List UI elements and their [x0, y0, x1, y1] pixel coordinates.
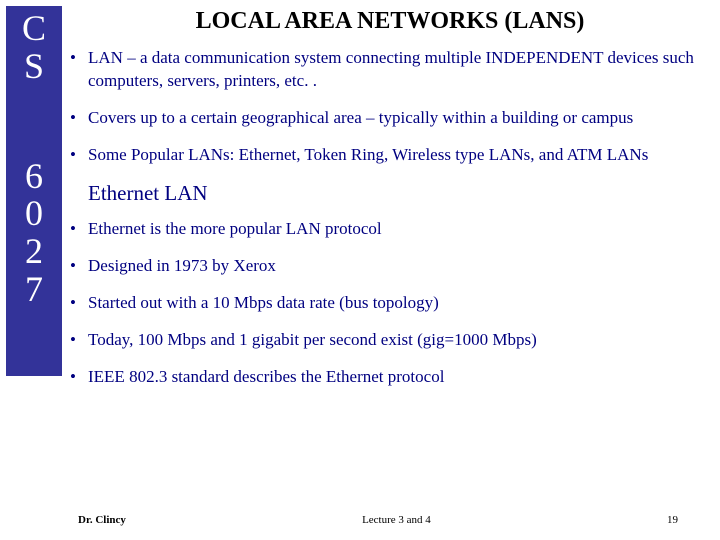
sidebar-bottom-group: 6 0 2 7	[25, 158, 43, 309]
slide-footer: Dr. Clincy Lecture 3 and 4 19	[0, 514, 720, 526]
sidebar-digit: 2	[25, 233, 43, 271]
subheading: Ethernet LAN	[88, 181, 710, 206]
bullet-list-top: LAN – a data communication system connec…	[70, 47, 710, 167]
slide-title: LOCAL AREA NETWORKS (LANS)	[70, 8, 710, 35]
footer-page-number: 19	[667, 514, 678, 526]
sidebar-digit: 6	[25, 158, 43, 196]
slide-content: LOCAL AREA NETWORKS (LANS) LAN – a data …	[70, 8, 710, 402]
bullet-list-bottom: Ethernet is the more popular LAN protoco…	[70, 218, 710, 389]
sidebar-letter: C	[22, 10, 46, 48]
sidebar-digit: 7	[25, 271, 43, 309]
bullet-item: Designed in 1973 by Xerox	[70, 255, 710, 278]
bullet-item: Started out with a 10 Mbps data rate (bu…	[70, 292, 710, 315]
bullet-item: LAN – a data communication system connec…	[70, 47, 710, 93]
footer-lecture: Lecture 3 and 4	[362, 514, 431, 526]
bullet-item: Today, 100 Mbps and 1 gigabit per second…	[70, 329, 710, 352]
bullet-item: Covers up to a certain geographical area…	[70, 107, 710, 130]
bullet-item: IEEE 802.3 standard describes the Ethern…	[70, 366, 710, 389]
sidebar-letter: S	[24, 48, 44, 86]
bullet-item: Ethernet is the more popular LAN protoco…	[70, 218, 710, 241]
sidebar-digit: 0	[25, 195, 43, 233]
sidebar-top-group: C S	[22, 10, 46, 86]
footer-author: Dr. Clincy	[78, 514, 126, 526]
bullet-item: Some Popular LANs: Ethernet, Token Ring,…	[70, 144, 710, 167]
course-sidebar: C S 6 0 2 7	[6, 6, 62, 376]
